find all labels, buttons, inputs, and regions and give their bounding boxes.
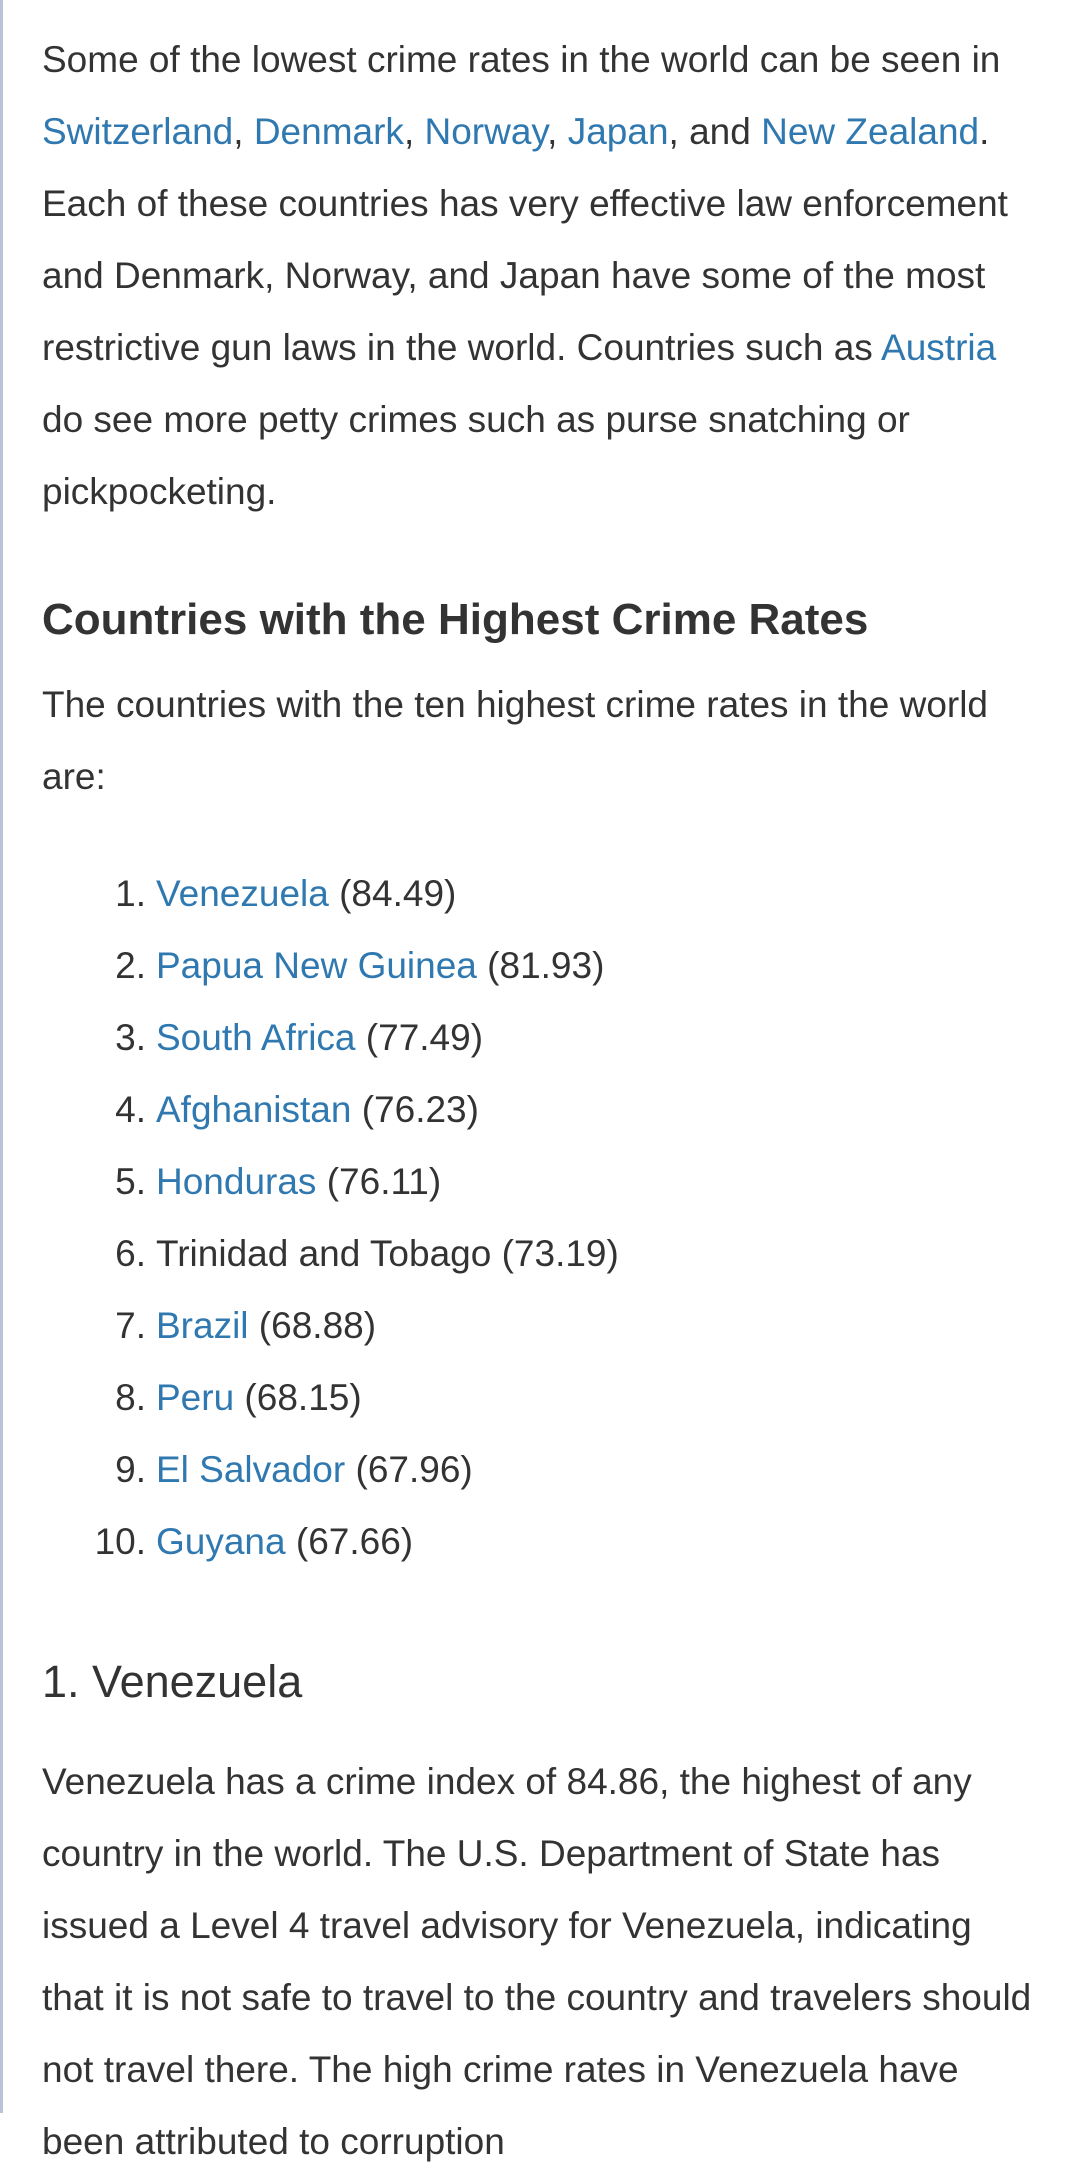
intro-paragraph: Some of the lowest crime rates in the wo… [42, 24, 1042, 528]
list-item: 9. El Salvador (67.96) [42, 1434, 619, 1506]
country-link[interactable]: El Salvador [156, 1449, 346, 1490]
list-item-number: 2. [115, 945, 146, 986]
crime-index-value: (68.15) [234, 1377, 362, 1418]
country-link[interactable]: Papua New Guinea [156, 945, 477, 986]
list-intro-text: The countries with the ten highest crime… [42, 684, 989, 797]
intro-sep-2: , [403, 111, 425, 152]
left-border-rule [0, 0, 3, 2113]
list-item-number: 9. [115, 1449, 146, 1490]
list-item: 10. Guyana (67.66) [42, 1506, 619, 1578]
crime-index-value: (76.11) [316, 1161, 442, 1202]
link-denmark[interactable]: Denmark [253, 111, 404, 152]
list-item-number: 10. [94, 1521, 146, 1562]
list-item: 6. Trinidad and Tobago (73.19) [42, 1218, 619, 1290]
crime-index-value: (76.23) [351, 1089, 479, 1130]
crime-index-value: (67.66) [285, 1521, 414, 1562]
intro-text-1: Some of the lowest crime rates in the wo… [42, 39, 1001, 80]
intro-sep-3: , [547, 111, 568, 152]
crime-index-value: (77.49) [355, 1017, 484, 1058]
list-item: 3. South Africa (77.49) [42, 1002, 619, 1074]
highest-crime-list: 1. Venezuela (84.49) 2. Papua New Guinea (8… [42, 858, 619, 1578]
list-item: 8. Peru (68.15) [42, 1362, 619, 1434]
list-item-number: 1. [115, 873, 146, 914]
country-link[interactable]: Peru [156, 1377, 235, 1418]
list-item-number: 5. [115, 1161, 146, 1202]
list-item-number: 6. [115, 1233, 146, 1274]
country-link[interactable]: Honduras [156, 1161, 317, 1202]
crime-index-value: (73.19) [491, 1233, 619, 1274]
venezuela-heading: 1. Venezuela [42, 1656, 303, 1707]
venezuela-paragraph: Venezuela has a crime index of 84.86, th… [42, 1761, 1032, 2162]
country-link[interactable]: Guyana [156, 1521, 286, 1562]
list-item: 5. Honduras (76.11) [42, 1146, 619, 1218]
intro-text-2: . Each of these countries has very effec… [42, 111, 1008, 368]
list-item: 4. Afghanistan (76.23) [42, 1074, 619, 1146]
list-item-number: 4. [115, 1089, 146, 1130]
link-new-zealand[interactable]: New Zealand [761, 111, 980, 152]
intro-text-3: do see more petty crimes such as purse s… [42, 399, 910, 512]
intro-sep-4: , and [668, 111, 762, 152]
country-link[interactable]: Brazil [156, 1305, 249, 1346]
list-item-number: 3. [115, 1017, 146, 1058]
country-link[interactable]: Venezuela [156, 873, 329, 914]
crime-index-value: (67.96) [345, 1449, 473, 1490]
country-link[interactable]: South Africa [156, 1017, 356, 1058]
list-item: 7. Brazil (68.88) [42, 1290, 619, 1362]
list-item-number: 7. [115, 1305, 146, 1346]
list-item: 1. Venezuela (84.49) [42, 858, 619, 930]
crime-index-value: (81.93) [476, 945, 605, 986]
crime-index-value: (84.49) [328, 873, 457, 914]
intro-sep-1: , [233, 111, 254, 152]
country-name: Trinidad and Tobago [156, 1233, 492, 1274]
link-austria[interactable]: Austria [881, 327, 997, 368]
link-switzerland[interactable]: Switzerland [42, 111, 234, 152]
link-norway[interactable]: Norway [424, 111, 548, 152]
crime-index-value: (68.88) [248, 1305, 377, 1346]
link-japan[interactable]: Japan [567, 111, 669, 152]
section-heading-highest-crime: Countries with the Highest Crime Rates [42, 595, 869, 644]
list-item-number: 8. [115, 1377, 146, 1418]
list-item: 2. Papua New Guinea (81.93) [42, 930, 619, 1002]
country-link[interactable]: Afghanistan [156, 1089, 352, 1130]
